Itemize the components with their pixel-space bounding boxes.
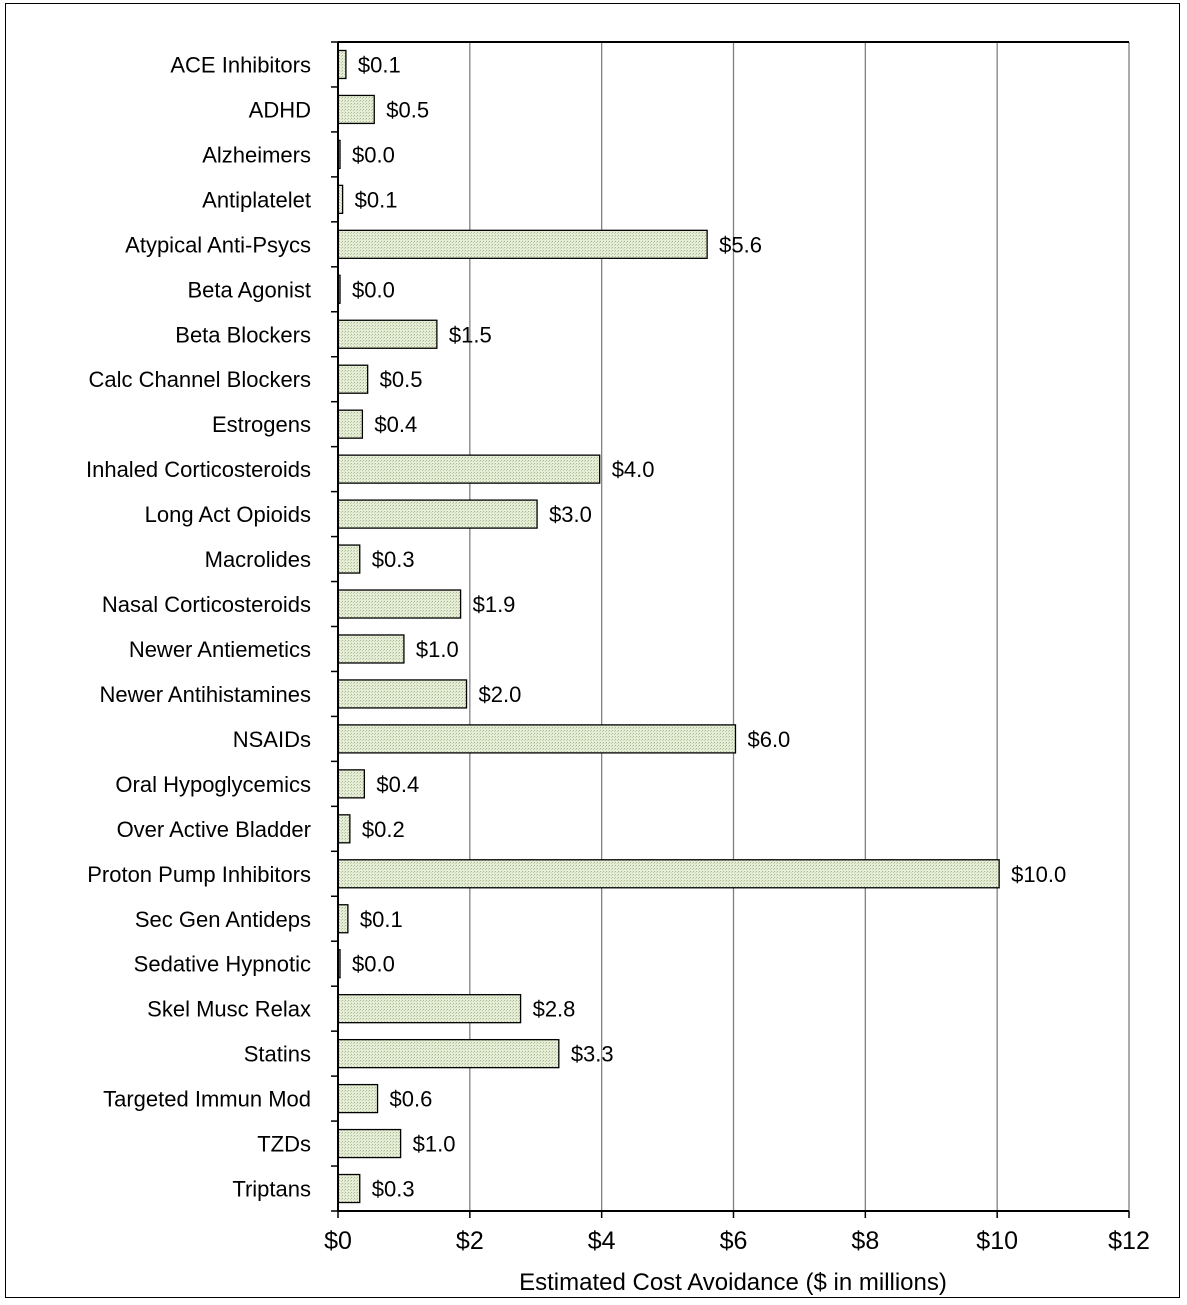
bar bbox=[337, 499, 538, 529]
bar bbox=[337, 364, 369, 394]
x-tick-labels: $0 $2 $4 $6 $8 $10 $12 bbox=[324, 1227, 1150, 1255]
data-label: $0.1 bbox=[360, 907, 403, 932]
bar-chart: ACE Inhibitors ADHD Alzheimers Antiplatelet… bbox=[86, 41, 1150, 1296]
data-label: $10.0 bbox=[1011, 862, 1066, 887]
x-tick-label: $12 bbox=[1108, 1227, 1150, 1255]
data-label: $3.3 bbox=[571, 1042, 614, 1067]
category-label: Statins bbox=[244, 1042, 311, 1067]
category-label: Atypical Anti-Psycs bbox=[125, 232, 311, 257]
category-label: Oral Hypoglycemics bbox=[115, 772, 311, 797]
category-label: ACE Inhibitors bbox=[170, 52, 311, 77]
bar bbox=[337, 49, 347, 80]
category-label: NSAIDs bbox=[233, 727, 311, 752]
data-label: $1.0 bbox=[413, 1132, 456, 1157]
x-axis-title: Estimated Cost Avoidance ($ in millions) bbox=[519, 1269, 947, 1296]
bar bbox=[337, 544, 361, 574]
bar bbox=[337, 679, 468, 709]
bar bbox=[337, 589, 462, 619]
bar bbox=[337, 409, 364, 439]
category-label: Over Active Bladder bbox=[117, 817, 311, 842]
category-label: Beta Blockers bbox=[175, 322, 311, 347]
category-label: Calc Channel Blockers bbox=[88, 367, 311, 392]
x-tick-label: $8 bbox=[851, 1227, 879, 1255]
category-label: ADHD bbox=[249, 97, 311, 122]
data-label: $0.3 bbox=[372, 1177, 415, 1202]
category-label: Skel Musc Relax bbox=[147, 997, 311, 1022]
category-label: Long Act Opioids bbox=[145, 502, 311, 527]
category-label: Macrolides bbox=[205, 547, 311, 572]
bar bbox=[337, 94, 375, 125]
bar bbox=[337, 634, 405, 664]
data-label: $0.6 bbox=[390, 1087, 433, 1112]
data-label: $1.5 bbox=[449, 322, 492, 347]
x-tick-label: $4 bbox=[588, 1227, 616, 1255]
x-tick-label: $0 bbox=[324, 1227, 352, 1255]
bar bbox=[337, 1038, 560, 1069]
bar bbox=[337, 769, 366, 799]
data-label: $0.3 bbox=[372, 547, 415, 572]
bar bbox=[337, 1173, 361, 1204]
data-label: $4.0 bbox=[612, 457, 655, 482]
category-label: Newer Antiemetics bbox=[129, 637, 311, 662]
grid-lines bbox=[469, 42, 1130, 1211]
x-tick-label: $2 bbox=[456, 1227, 484, 1255]
bar bbox=[337, 1083, 379, 1114]
data-label: $1.0 bbox=[416, 637, 459, 662]
category-label: Beta Agonist bbox=[187, 277, 311, 302]
data-label: $1.9 bbox=[473, 592, 516, 617]
data-label: $5.6 bbox=[719, 232, 762, 257]
category-label: Targeted Immun Mod bbox=[103, 1087, 311, 1112]
category-label: Antiplatelet bbox=[202, 187, 311, 212]
category-label: Inhaled Corticosteroids bbox=[86, 457, 311, 482]
category-label: Proton Pump Inhibitors bbox=[87, 862, 311, 887]
data-label: $2.8 bbox=[533, 997, 576, 1022]
chart-frame: ACE Inhibitors ADHD Alzheimers Antiplatelet… bbox=[5, 3, 1180, 1298]
data-label: $0.5 bbox=[380, 367, 423, 392]
data-label: $0.0 bbox=[352, 952, 395, 977]
bars-group bbox=[337, 49, 1000, 1204]
data-label: $0.4 bbox=[376, 772, 419, 797]
category-label: Sedative Hypnotic bbox=[134, 952, 311, 977]
data-label: $2.0 bbox=[479, 682, 522, 707]
bar bbox=[337, 994, 522, 1024]
data-label: $6.0 bbox=[747, 727, 790, 752]
data-label: $3.0 bbox=[549, 502, 592, 527]
bar bbox=[337, 904, 349, 934]
data-label: $0.0 bbox=[352, 142, 395, 167]
bar bbox=[337, 454, 601, 484]
data-labels: $0.1 $0.5 $0.0 $0.1 $5.6 $0.0 $1.5 $0.5 $0.4 $4.0… bbox=[352, 52, 1066, 1201]
bar bbox=[337, 319, 438, 349]
data-label: $0.1 bbox=[355, 187, 398, 212]
category-label: Sec Gen Antideps bbox=[135, 907, 311, 932]
category-label: Nasal Corticosteroids bbox=[102, 592, 311, 617]
data-label: $0.4 bbox=[374, 412, 417, 437]
data-label: $0.5 bbox=[386, 97, 429, 122]
x-tick-label: $6 bbox=[720, 1227, 748, 1255]
data-label: $0.0 bbox=[352, 277, 395, 302]
bar bbox=[337, 229, 708, 259]
x-tick-label: $10 bbox=[976, 1227, 1018, 1255]
category-labels: ACE Inhibitors ADHD Alzheimers Antiplatelet… bbox=[86, 52, 311, 1201]
data-label: $0.1 bbox=[358, 52, 401, 77]
bar bbox=[337, 1128, 402, 1159]
category-label: Alzheimers bbox=[202, 142, 311, 167]
category-label: Estrogens bbox=[212, 412, 311, 437]
category-label: Triptans bbox=[232, 1177, 311, 1202]
bar bbox=[337, 814, 351, 844]
bar bbox=[337, 724, 737, 754]
category-label: Newer Antihistamines bbox=[99, 682, 311, 707]
axes-group bbox=[331, 41, 1130, 1218]
bar bbox=[337, 859, 1000, 889]
data-label: $0.2 bbox=[362, 817, 405, 842]
category-label: TZDs bbox=[257, 1132, 311, 1157]
